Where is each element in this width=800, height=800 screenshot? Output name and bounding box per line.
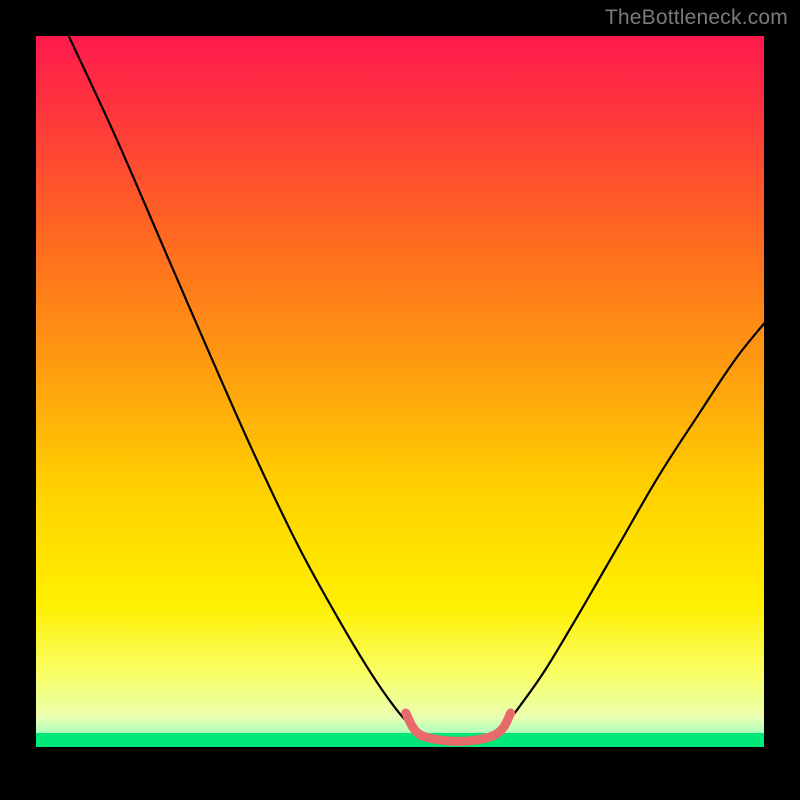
chart-root: TheBottleneck.com: [0, 0, 800, 800]
curves-svg: [36, 36, 764, 764]
plot-area: [36, 36, 764, 764]
watermark-text: TheBottleneck.com: [605, 6, 788, 30]
left-curve: [69, 36, 415, 730]
basin-marker: [406, 713, 511, 741]
right-curve: [502, 324, 764, 730]
